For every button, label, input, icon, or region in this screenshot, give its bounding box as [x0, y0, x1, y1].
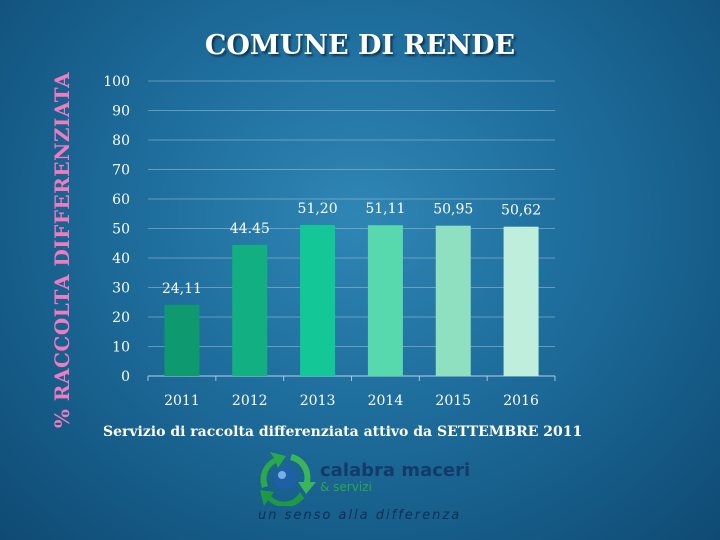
y-tick-label: 50	[112, 222, 130, 238]
bar	[232, 244, 268, 376]
y-tick-label: 80	[112, 133, 130, 149]
bar-chart: 0 10 20 30 40 50 60 70 80 90 100 24,11 2011 44.45 2012…	[103, 74, 556, 409]
logo-name: calabra maceri	[320, 460, 471, 481]
y-tick-label: 90	[112, 104, 130, 120]
data-label: 44.45	[230, 221, 270, 237]
page-title: COMUNE DI RENDE	[204, 30, 516, 61]
bar	[300, 224, 336, 376]
data-label: 51,20	[298, 201, 338, 217]
y-tick-label: 60	[112, 192, 130, 208]
y-tick-label: 30	[112, 281, 130, 297]
y-tick-label: 40	[112, 251, 130, 267]
logo-subname: & servizi	[320, 480, 372, 494]
y-tick-label: 20	[112, 310, 130, 326]
y-tick-label: 100	[103, 74, 130, 90]
service-caption: Servizio di raccolta differenziata attiv…	[103, 424, 583, 440]
data-label: 50,95	[433, 202, 473, 218]
bar	[164, 304, 200, 376]
recycling-arrows-globe-icon	[260, 452, 316, 506]
bar	[503, 226, 539, 376]
x-tick-label: 2012	[232, 393, 268, 409]
x-tick-label: 2016	[503, 393, 539, 409]
x-tick-label: 2015	[435, 393, 471, 409]
y-tick-label: 70	[112, 163, 130, 179]
bar	[435, 225, 471, 376]
calabra-maceri-logo: calabra maceri & servizi un senso alla d…	[250, 448, 480, 534]
x-tick-label: 2014	[368, 393, 404, 409]
logo-tagline: un senso alla differenza	[258, 508, 462, 523]
x-tick-label: 2013	[300, 393, 336, 409]
y-tick-label: 0	[121, 369, 130, 385]
data-label: 51,11	[365, 201, 405, 217]
x-tick-label: 2011	[164, 393, 200, 409]
data-label: 50,62	[501, 203, 541, 219]
bar	[367, 225, 403, 376]
data-label: 24,11	[162, 281, 202, 297]
y-tick-label: 10	[112, 340, 130, 356]
